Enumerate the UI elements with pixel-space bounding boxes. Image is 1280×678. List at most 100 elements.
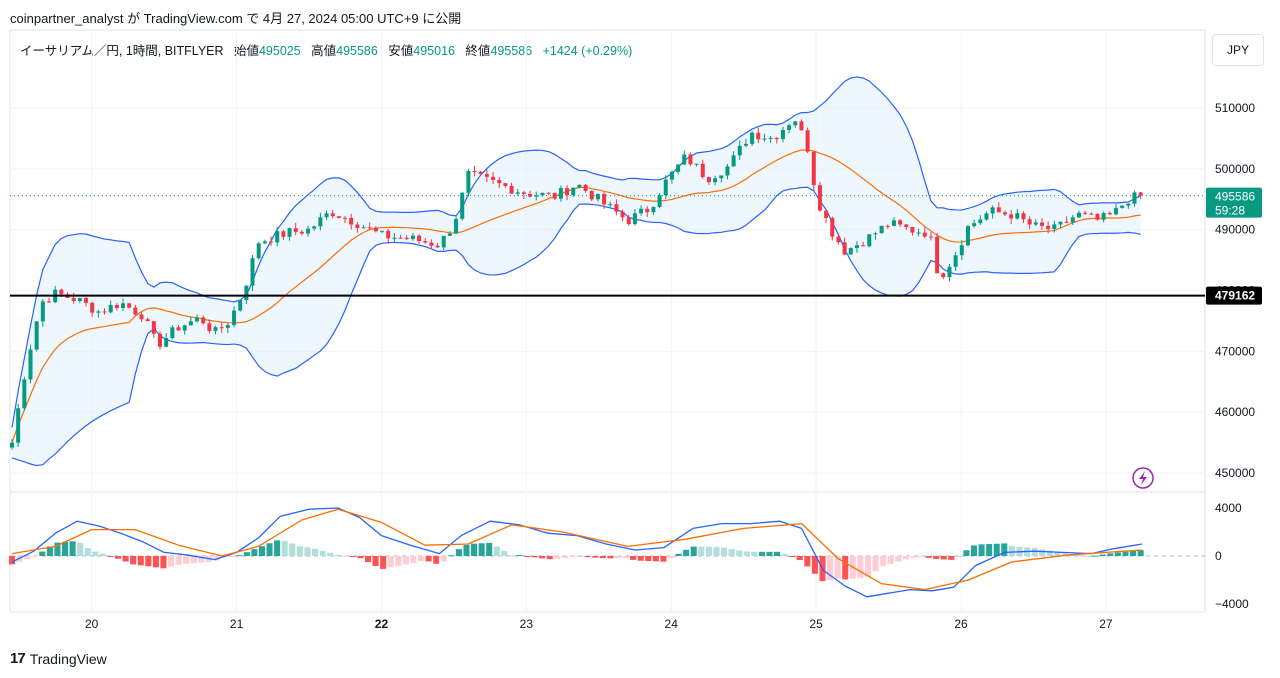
candle-body	[269, 241, 274, 243]
histogram-bar	[630, 556, 637, 560]
candle-body	[380, 230, 385, 232]
histogram-bar	[675, 553, 682, 556]
basis-line	[11, 149, 1141, 443]
histogram-bar	[402, 556, 409, 565]
candle-body	[188, 321, 193, 326]
candle-body	[688, 154, 693, 165]
candle-body	[1009, 214, 1014, 219]
candle-body	[1021, 213, 1026, 220]
x-tick-label: 25	[809, 617, 823, 631]
histogram-bar	[1114, 552, 1121, 556]
x-tick-label: 22	[375, 617, 389, 631]
candle-body	[1076, 212, 1081, 218]
currency-button[interactable]: JPY	[1212, 34, 1264, 66]
histogram-bar	[1107, 553, 1114, 556]
candle-body	[182, 325, 187, 331]
candle-body	[830, 217, 835, 237]
candle-body	[657, 195, 662, 207]
macd-line	[11, 507, 1143, 598]
candle-body	[867, 234, 872, 247]
histogram-bar	[796, 556, 803, 561]
histogram-bar	[902, 556, 909, 560]
candle-body	[694, 163, 699, 165]
candle-body	[805, 130, 810, 152]
candle-body	[953, 255, 958, 267]
histogram-bar	[789, 556, 796, 557]
candle-body	[435, 245, 440, 248]
open-value: 495025	[258, 44, 301, 58]
histogram-bar	[774, 551, 781, 556]
candle-body	[417, 235, 422, 242]
histogram-bar	[137, 556, 144, 566]
histogram-bar	[289, 543, 296, 556]
histogram-bar	[236, 555, 243, 557]
x-tick-label: 21	[230, 617, 244, 631]
candle-body	[873, 233, 878, 235]
candle-body	[984, 213, 989, 220]
candle-body	[811, 151, 816, 186]
candle-body	[632, 213, 637, 225]
candle-body	[854, 245, 859, 249]
histogram-bar	[1077, 555, 1084, 557]
histogram-bar	[842, 556, 849, 580]
candle-body	[577, 184, 582, 188]
candle-body	[515, 192, 520, 194]
candle-body	[780, 129, 785, 140]
histogram-bar	[380, 556, 387, 569]
candlestick-series	[9, 119, 1143, 450]
bolt-icon[interactable]	[1132, 467, 1154, 489]
candle-body	[1070, 217, 1075, 223]
histogram-bar	[925, 556, 932, 558]
candle-body	[706, 176, 711, 183]
candle-body	[879, 225, 884, 234]
histogram-bar	[69, 541, 76, 556]
histogram-bar	[940, 556, 947, 560]
histogram-bar	[531, 556, 538, 558]
candle-body	[700, 163, 705, 177]
candle-body	[1138, 192, 1143, 196]
hline-price-tag	[1206, 286, 1262, 305]
candle-body	[861, 245, 866, 247]
histogram-bar	[425, 556, 432, 562]
last-price-tag	[1206, 187, 1262, 218]
candle-body	[1052, 224, 1057, 230]
candle-body	[127, 303, 132, 308]
candle-body	[1015, 213, 1020, 219]
macd-y-tick-label: 0	[1215, 549, 1222, 563]
histogram-bar	[986, 544, 993, 556]
candle-body	[9, 442, 15, 448]
histogram-bar	[24, 556, 31, 560]
histogram-bar	[8, 556, 16, 565]
histogram-bar	[880, 556, 887, 567]
candle-body	[460, 192, 465, 219]
candle-body	[935, 236, 940, 274]
candle-body	[1126, 203, 1131, 206]
candle-body	[102, 311, 107, 313]
candle-body	[1107, 213, 1112, 215]
candle-body	[731, 155, 736, 167]
candle-body	[1027, 219, 1032, 225]
histogram-bar	[99, 553, 106, 556]
candle-body	[978, 219, 983, 224]
histogram-bar	[440, 556, 447, 562]
histogram-bar	[1137, 550, 1144, 556]
candle-body	[40, 301, 45, 322]
candle-body	[145, 319, 150, 322]
candle-body	[1113, 207, 1118, 215]
candle-body	[213, 327, 218, 331]
histogram-bar	[857, 556, 864, 579]
histogram-bar	[175, 556, 182, 565]
candle-body	[602, 193, 607, 205]
histogram-bar	[577, 556, 584, 557]
low-value: 495016	[413, 44, 455, 58]
candle-body	[941, 273, 946, 278]
candle-body	[534, 195, 539, 197]
histogram-bar	[107, 556, 114, 557]
candle-body	[484, 174, 489, 177]
candle-body	[312, 226, 317, 229]
histogram-bar	[713, 547, 720, 556]
candle-body	[836, 236, 841, 243]
histogram-bar	[864, 556, 871, 577]
